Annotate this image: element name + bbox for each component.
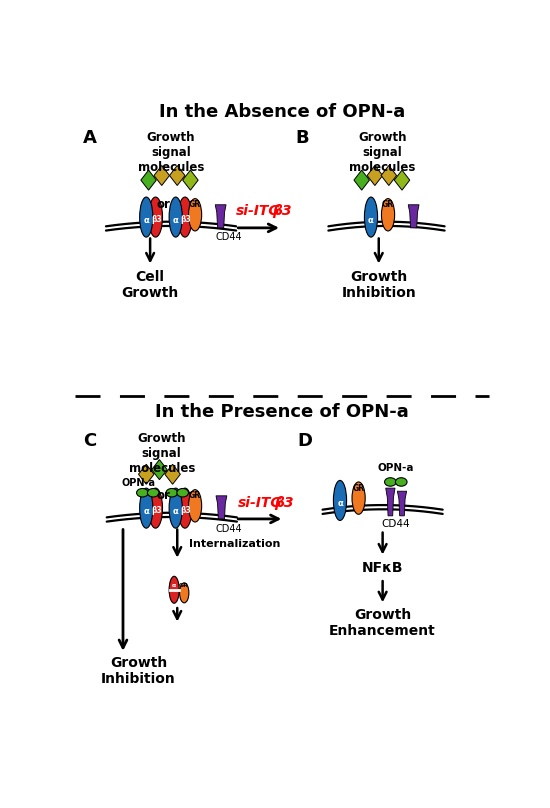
Text: β3: β3: [274, 496, 293, 510]
Text: D: D: [298, 432, 312, 450]
Text: Growth
Inhibition: Growth Inhibition: [101, 656, 176, 686]
Text: α: α: [368, 216, 374, 225]
Text: Growth
signal
molecules: Growth signal molecules: [349, 131, 416, 174]
Polygon shape: [367, 166, 383, 186]
Text: A: A: [82, 129, 97, 147]
Ellipse shape: [169, 576, 179, 604]
Text: α: α: [144, 216, 149, 225]
Polygon shape: [165, 465, 180, 484]
Ellipse shape: [178, 488, 192, 528]
Ellipse shape: [136, 489, 148, 497]
Ellipse shape: [365, 197, 378, 237]
Text: C: C: [82, 432, 96, 450]
Text: β3: β3: [272, 204, 292, 218]
Text: CD44: CD44: [216, 524, 243, 533]
Ellipse shape: [148, 488, 163, 528]
Text: β3: β3: [151, 506, 162, 515]
Ellipse shape: [169, 197, 182, 237]
Text: GR: GR: [189, 200, 201, 209]
Text: α: α: [337, 499, 343, 508]
Text: or: or: [156, 198, 170, 211]
Ellipse shape: [166, 489, 178, 497]
Polygon shape: [169, 166, 185, 186]
Text: B: B: [295, 129, 309, 147]
Text: α: α: [172, 583, 176, 588]
Ellipse shape: [189, 490, 202, 522]
Ellipse shape: [395, 478, 407, 486]
Text: or: or: [156, 490, 170, 503]
Ellipse shape: [352, 482, 365, 515]
Ellipse shape: [177, 489, 189, 497]
Text: α: α: [173, 507, 179, 516]
Ellipse shape: [169, 488, 182, 528]
Polygon shape: [394, 170, 410, 190]
Text: GR: GR: [189, 491, 201, 500]
Text: α: α: [173, 216, 179, 225]
Ellipse shape: [147, 489, 159, 497]
Polygon shape: [216, 496, 227, 519]
Text: α: α: [144, 507, 149, 516]
Text: si-ITG: si-ITG: [238, 496, 283, 510]
Text: Growth
signal
molecules: Growth signal molecules: [138, 131, 204, 174]
Polygon shape: [381, 166, 397, 186]
Text: GR: GR: [382, 200, 394, 209]
Polygon shape: [215, 204, 226, 228]
Ellipse shape: [333, 481, 346, 520]
Text: β3: β3: [180, 215, 191, 224]
Text: In the Absence of OPN-a: In the Absence of OPN-a: [159, 103, 405, 121]
Text: OPN-a: OPN-a: [377, 463, 414, 473]
Text: GR: GR: [179, 583, 189, 588]
Text: Internalization: Internalization: [189, 539, 280, 549]
Ellipse shape: [189, 199, 202, 231]
Polygon shape: [397, 491, 406, 516]
Text: Growth
Inhibition: Growth Inhibition: [342, 270, 416, 301]
Text: β3: β3: [180, 506, 191, 515]
Polygon shape: [152, 460, 167, 480]
Text: si-ITG: si-ITG: [236, 204, 281, 218]
Text: Growth
signal
molecules: Growth signal molecules: [129, 432, 195, 475]
Ellipse shape: [179, 583, 189, 603]
Polygon shape: [386, 488, 395, 516]
Text: NFκB: NFκB: [362, 561, 403, 574]
Polygon shape: [139, 465, 154, 484]
Polygon shape: [408, 204, 419, 228]
Text: CD44: CD44: [215, 233, 241, 242]
Text: Growth
Enhancement: Growth Enhancement: [329, 608, 436, 638]
Text: β3: β3: [151, 215, 162, 224]
Polygon shape: [354, 170, 370, 190]
Ellipse shape: [382, 199, 395, 231]
Polygon shape: [141, 170, 156, 190]
Text: In the Presence of OPN-a: In the Presence of OPN-a: [155, 402, 409, 421]
Ellipse shape: [384, 478, 396, 486]
Text: OPN-a: OPN-a: [122, 478, 156, 488]
Ellipse shape: [140, 488, 153, 528]
Text: GR: GR: [353, 484, 365, 493]
Polygon shape: [183, 170, 198, 190]
Text: CD44: CD44: [382, 519, 410, 529]
Ellipse shape: [148, 197, 163, 237]
Polygon shape: [154, 166, 169, 186]
Ellipse shape: [178, 197, 192, 237]
Ellipse shape: [140, 197, 153, 237]
Text: Cell
Growth: Cell Growth: [122, 270, 179, 301]
